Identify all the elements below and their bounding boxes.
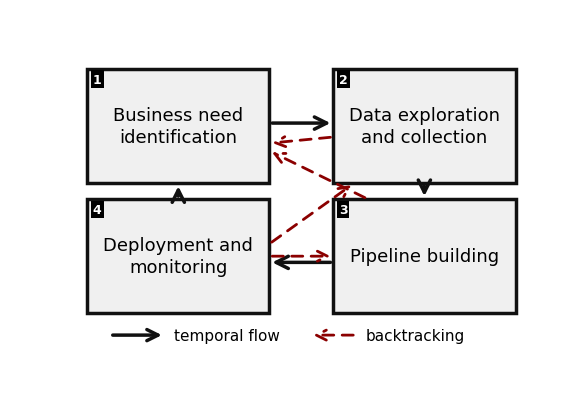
FancyBboxPatch shape xyxy=(87,199,269,314)
Text: 2: 2 xyxy=(339,73,348,86)
Text: 4: 4 xyxy=(93,203,101,216)
Text: Deployment and
monitoring: Deployment and monitoring xyxy=(103,237,253,277)
FancyBboxPatch shape xyxy=(333,70,516,184)
Text: Pipeline building: Pipeline building xyxy=(350,247,499,265)
Text: backtracking: backtracking xyxy=(365,328,465,343)
Text: Business need
identification: Business need identification xyxy=(113,107,243,147)
FancyBboxPatch shape xyxy=(333,199,516,314)
Text: temporal flow: temporal flow xyxy=(174,328,280,343)
Text: 3: 3 xyxy=(339,203,348,216)
Text: Data exploration
and collection: Data exploration and collection xyxy=(349,107,500,147)
FancyBboxPatch shape xyxy=(87,70,269,184)
Text: 1: 1 xyxy=(93,73,101,86)
